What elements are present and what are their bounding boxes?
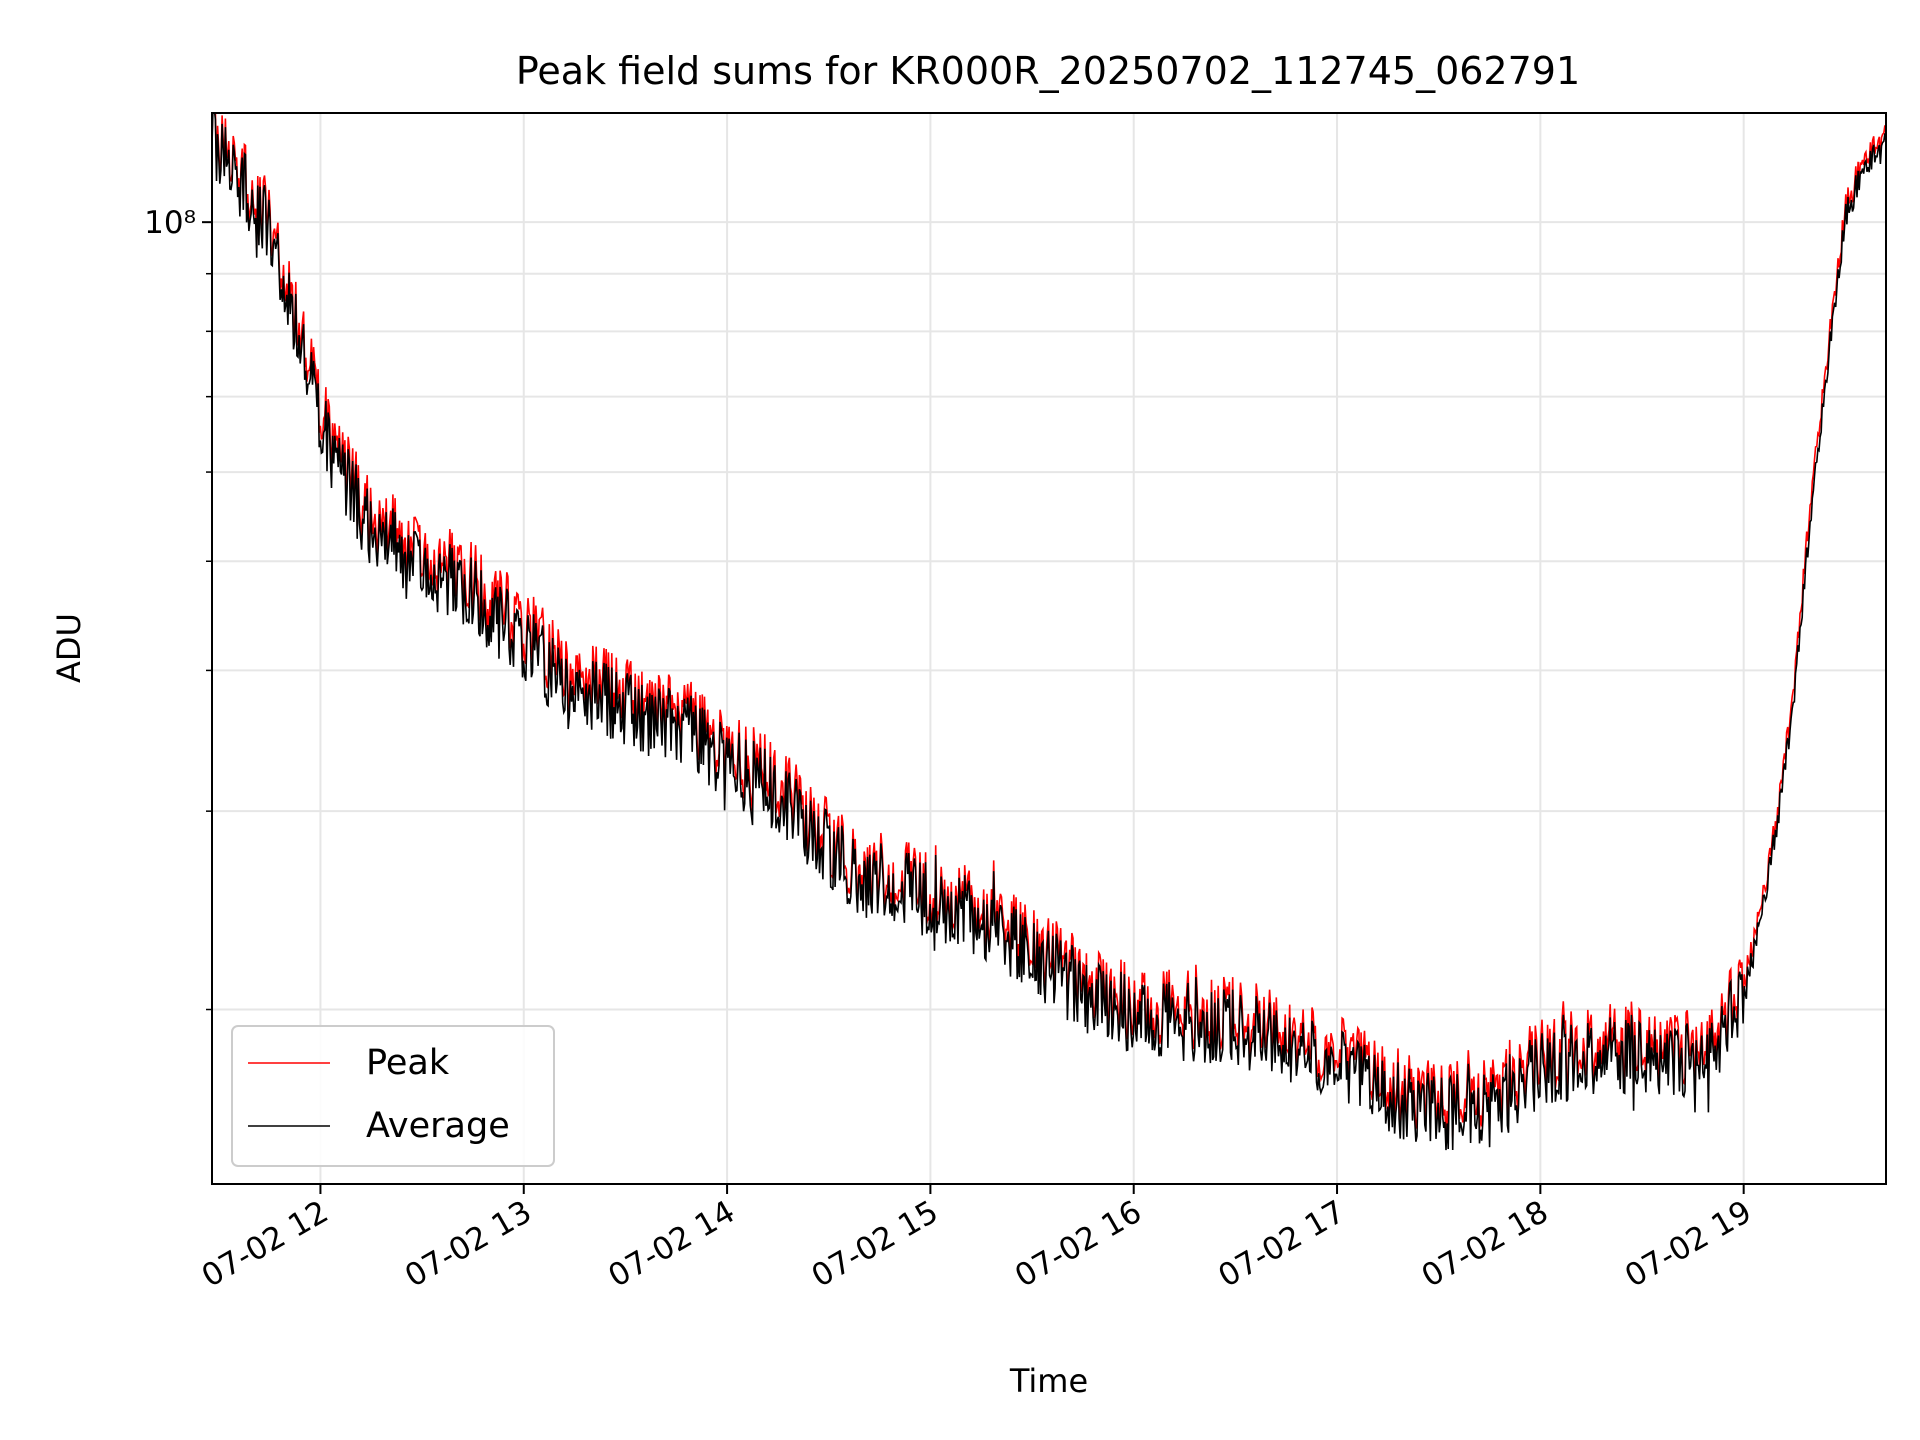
- grid: [212, 113, 1886, 1184]
- legend-label-peak: Peak: [366, 1043, 450, 1083]
- legend-label-average: Average: [366, 1106, 510, 1146]
- series-layer: [212, 113, 1886, 1151]
- y-axis-ticks: 10⁸: [144, 205, 212, 1011]
- y-tick-label: 10⁸: [144, 205, 196, 241]
- series-line-average: [212, 113, 1886, 1151]
- plot-frame: [211, 112, 1887, 1185]
- x-axis-label: Time: [1009, 1362, 1088, 1400]
- legend-box: [231, 1025, 555, 1167]
- chart-title: Peak field sums for KR000R_20250702_1127…: [516, 49, 1580, 93]
- legend: Peak Average: [231, 1025, 555, 1167]
- y-axis-label: ADU: [50, 613, 88, 683]
